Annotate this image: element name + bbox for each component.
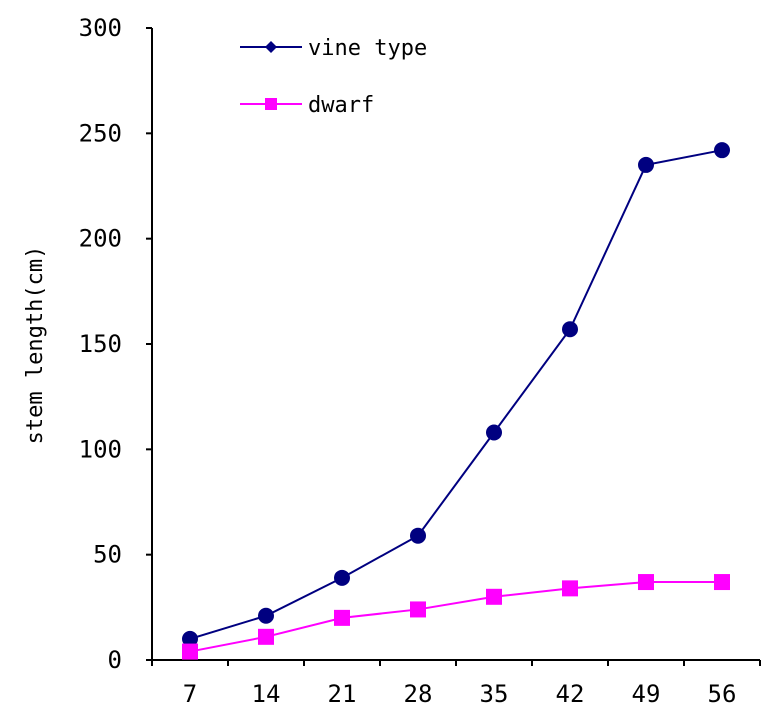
x-tick-label-35: 35 xyxy=(480,680,509,708)
legend: vine type dwarf xyxy=(240,36,427,118)
legend-label-vine-type: vine type xyxy=(308,36,427,61)
axes xyxy=(151,28,760,661)
data-point-vine-type-21 xyxy=(334,569,350,586)
legend-item-dwarf: dwarf xyxy=(240,93,374,118)
legend-marker-vine-type xyxy=(265,41,277,53)
data-point-vine-type-14 xyxy=(258,607,274,624)
y-tick-label-150: 150 xyxy=(79,330,122,358)
data-point-dwarf-21 xyxy=(334,609,350,626)
x-tick-label-49: 49 xyxy=(632,680,661,708)
y-axis-title: stem length(cm) xyxy=(23,246,48,445)
data-point-dwarf-42 xyxy=(562,580,578,597)
y-tick-label-200: 200 xyxy=(79,225,122,253)
y-tick-label-0: 0 xyxy=(108,646,122,674)
y-axis-ticks: 0 50 100 150 200 250 300 xyxy=(79,14,152,674)
x-tick-label-21: 21 xyxy=(328,680,357,708)
y-tick-label-100: 100 xyxy=(79,435,122,463)
x-tick-label-7: 7 xyxy=(183,680,197,708)
legend-marker-dwarf xyxy=(265,98,277,110)
series-line-dwarf xyxy=(189,581,722,653)
data-point-dwarf-14 xyxy=(258,628,274,645)
legend-label-dwarf: dwarf xyxy=(308,93,374,118)
x-tick-label-28: 28 xyxy=(404,680,433,708)
series-layer xyxy=(182,142,730,660)
y-tick-label-250: 250 xyxy=(79,119,122,147)
data-point-vine-type-49 xyxy=(638,156,654,173)
data-point-vine-type-7 xyxy=(182,630,198,647)
data-point-vine-type-35 xyxy=(486,424,502,441)
legend-item-vine-type: vine type xyxy=(240,36,427,61)
data-point-dwarf-28 xyxy=(410,601,426,618)
data-point-vine-type-56 xyxy=(714,142,730,159)
data-point-dwarf-49 xyxy=(638,574,654,591)
series-line-vine-type xyxy=(189,149,723,640)
series-vine-type xyxy=(182,142,730,647)
x-axis-ticks: 7 14 21 28 35 42 49 56 xyxy=(151,660,761,708)
y-tick-label-300: 300 xyxy=(79,14,122,42)
x-tick-label-56: 56 xyxy=(708,680,737,708)
data-point-dwarf-35 xyxy=(486,588,502,605)
x-tick-label-42: 42 xyxy=(556,680,585,708)
data-point-dwarf-56 xyxy=(714,574,730,591)
series-dwarf xyxy=(182,574,730,660)
data-point-dwarf-7 xyxy=(182,643,198,660)
data-point-vine-type-42 xyxy=(562,321,578,338)
x-tick-label-14: 14 xyxy=(252,680,281,708)
data-point-vine-type-28 xyxy=(410,527,426,544)
y-tick-label-50: 50 xyxy=(93,541,122,569)
